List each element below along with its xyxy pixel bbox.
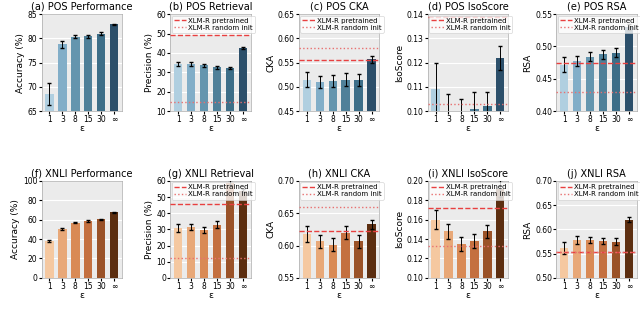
Bar: [342, 233, 350, 314]
X-axis label: ε: ε: [79, 124, 84, 133]
Bar: [174, 228, 182, 278]
Bar: [71, 37, 79, 314]
Legend: XLM-R pretrained, XLM-R random init: XLM-R pretrained, XLM-R random init: [300, 182, 384, 199]
Bar: [200, 65, 208, 131]
Bar: [45, 241, 54, 278]
Bar: [431, 220, 440, 314]
Y-axis label: Accuracy (%): Accuracy (%): [16, 33, 25, 93]
Bar: [367, 224, 376, 314]
Title: (c) POS CKA: (c) POS CKA: [310, 2, 369, 12]
Bar: [303, 234, 311, 314]
Bar: [355, 80, 363, 314]
Title: (i) XNLI IsoScore: (i) XNLI IsoScore: [428, 169, 508, 179]
Y-axis label: IsoScore: IsoScore: [395, 44, 404, 82]
Bar: [573, 240, 581, 314]
Bar: [212, 68, 221, 131]
Y-axis label: CKA: CKA: [266, 220, 275, 238]
Bar: [470, 109, 479, 314]
X-axis label: ε: ε: [337, 124, 342, 133]
Title: (b) POS Retrieval: (b) POS Retrieval: [169, 2, 252, 12]
Bar: [84, 221, 93, 278]
Legend: XLM-R pretrained, XLM-R random init: XLM-R pretrained, XLM-R random init: [172, 15, 255, 33]
Bar: [612, 53, 620, 314]
Legend: XLM-R pretrained, XLM-R random init: XLM-R pretrained, XLM-R random init: [172, 182, 255, 199]
Bar: [212, 225, 221, 278]
Bar: [174, 64, 182, 131]
Bar: [457, 114, 466, 314]
Y-axis label: CKA: CKA: [266, 54, 275, 72]
Bar: [496, 58, 504, 314]
Bar: [45, 94, 54, 314]
Bar: [342, 79, 350, 314]
Y-axis label: IsoScore: IsoScore: [395, 210, 404, 248]
Y-axis label: Accuracy (%): Accuracy (%): [11, 199, 20, 259]
Bar: [58, 229, 67, 278]
Title: (j) XNLI RSA: (j) XNLI RSA: [567, 169, 626, 179]
Bar: [560, 248, 568, 314]
Bar: [625, 27, 633, 314]
Bar: [58, 44, 67, 314]
X-axis label: ε: ε: [465, 124, 470, 133]
X-axis label: ε: ε: [594, 291, 599, 300]
Bar: [239, 191, 247, 278]
Legend: XLM-R pretrained, XLM-R random init: XLM-R pretrained, XLM-R random init: [300, 15, 384, 33]
Bar: [316, 82, 324, 314]
Bar: [586, 240, 595, 314]
Bar: [560, 65, 568, 314]
Bar: [586, 57, 595, 314]
Bar: [84, 36, 93, 314]
Bar: [355, 241, 363, 314]
Bar: [573, 61, 581, 314]
Bar: [71, 223, 79, 278]
Title: (d) POS IsoScore: (d) POS IsoScore: [428, 2, 508, 12]
Bar: [226, 68, 234, 131]
Bar: [431, 89, 440, 314]
Bar: [367, 59, 376, 314]
Legend: XLM-R pretrained, XLM-R random init: XLM-R pretrained, XLM-R random init: [429, 15, 513, 33]
X-axis label: ε: ε: [208, 124, 213, 133]
Legend: XLM-R pretrained, XLM-R random init: XLM-R pretrained, XLM-R random init: [429, 182, 513, 199]
Bar: [328, 81, 337, 314]
Title: (g) XNLI Retrieval: (g) XNLI Retrieval: [168, 169, 253, 179]
Bar: [97, 219, 106, 278]
Bar: [226, 182, 234, 278]
Y-axis label: Precision (%): Precision (%): [145, 200, 154, 259]
Y-axis label: Precision (%): Precision (%): [145, 33, 154, 92]
Y-axis label: RSA: RSA: [524, 53, 532, 72]
Bar: [599, 241, 607, 314]
Bar: [316, 241, 324, 314]
Bar: [97, 34, 106, 314]
Bar: [496, 189, 504, 314]
Bar: [239, 48, 247, 131]
Legend: XLM-R pretrained, XLM-R random init: XLM-R pretrained, XLM-R random init: [557, 15, 640, 33]
Bar: [612, 241, 620, 314]
X-axis label: ε: ε: [337, 291, 342, 300]
Bar: [187, 227, 195, 278]
X-axis label: ε: ε: [465, 291, 470, 300]
Title: (f) XNLI Performance: (f) XNLI Performance: [31, 169, 132, 179]
Title: (a) POS Performance: (a) POS Performance: [31, 2, 132, 12]
X-axis label: ε: ε: [594, 124, 599, 133]
Bar: [483, 231, 492, 314]
Bar: [444, 111, 452, 314]
Y-axis label: RSA: RSA: [524, 220, 532, 239]
Bar: [599, 54, 607, 314]
Title: (e) POS RSA: (e) POS RSA: [567, 2, 627, 12]
Bar: [200, 230, 208, 278]
Bar: [457, 244, 466, 314]
Bar: [187, 64, 195, 131]
Bar: [303, 79, 311, 314]
Bar: [110, 24, 118, 314]
Bar: [110, 213, 118, 278]
Bar: [328, 245, 337, 314]
Bar: [483, 106, 492, 314]
Bar: [470, 241, 479, 314]
Title: (h) XNLI CKA: (h) XNLI CKA: [308, 169, 371, 179]
Legend: XLM-R pretrained, XLM-R random init: XLM-R pretrained, XLM-R random init: [557, 182, 640, 199]
Bar: [625, 220, 633, 314]
X-axis label: ε: ε: [208, 291, 213, 300]
Bar: [444, 231, 452, 314]
X-axis label: ε: ε: [79, 291, 84, 300]
